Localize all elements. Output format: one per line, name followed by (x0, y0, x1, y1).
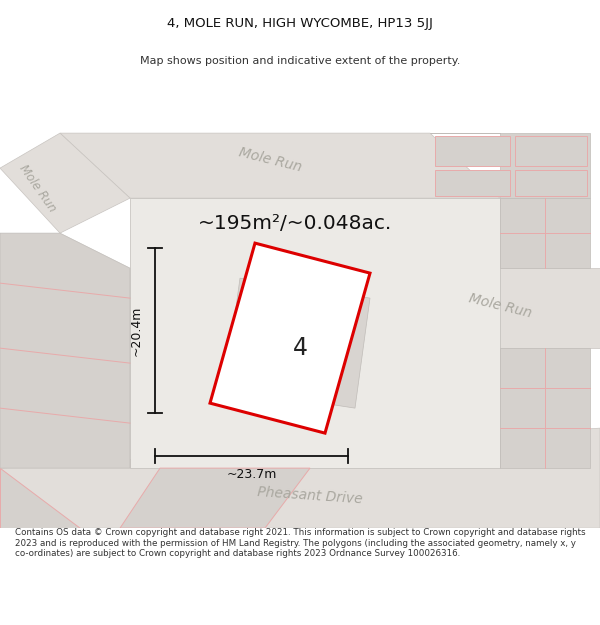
Polygon shape (0, 233, 130, 468)
Text: 4, MOLE RUN, HIGH WYCOMBE, HP13 5JJ: 4, MOLE RUN, HIGH WYCOMBE, HP13 5JJ (167, 17, 433, 30)
Text: ~23.7m: ~23.7m (226, 468, 277, 481)
Polygon shape (130, 198, 500, 468)
Polygon shape (0, 133, 130, 233)
Polygon shape (350, 268, 600, 348)
Polygon shape (430, 133, 590, 198)
Text: ~195m²/~0.048ac.: ~195m²/~0.048ac. (198, 214, 392, 232)
Text: Contains OS data © Crown copyright and database right 2021. This information is : Contains OS data © Crown copyright and d… (15, 528, 586, 558)
Polygon shape (0, 428, 600, 528)
Polygon shape (210, 243, 370, 433)
Polygon shape (500, 348, 590, 468)
Text: Mole Run: Mole Run (237, 146, 303, 175)
Text: Mole Run: Mole Run (467, 291, 533, 321)
Bar (435, 170, 510, 196)
Bar (515, 136, 587, 166)
Polygon shape (60, 133, 500, 198)
Text: Pheasant Drive: Pheasant Drive (257, 486, 363, 507)
Polygon shape (0, 468, 80, 528)
Polygon shape (225, 278, 370, 408)
Bar (435, 136, 510, 166)
Text: Map shows position and indicative extent of the property.: Map shows position and indicative extent… (140, 56, 460, 66)
Polygon shape (500, 198, 590, 268)
Text: ~20.4m: ~20.4m (130, 306, 143, 356)
Bar (515, 170, 587, 196)
Text: 4: 4 (293, 336, 308, 360)
Polygon shape (120, 468, 310, 528)
Text: Mole Run: Mole Run (17, 162, 59, 214)
